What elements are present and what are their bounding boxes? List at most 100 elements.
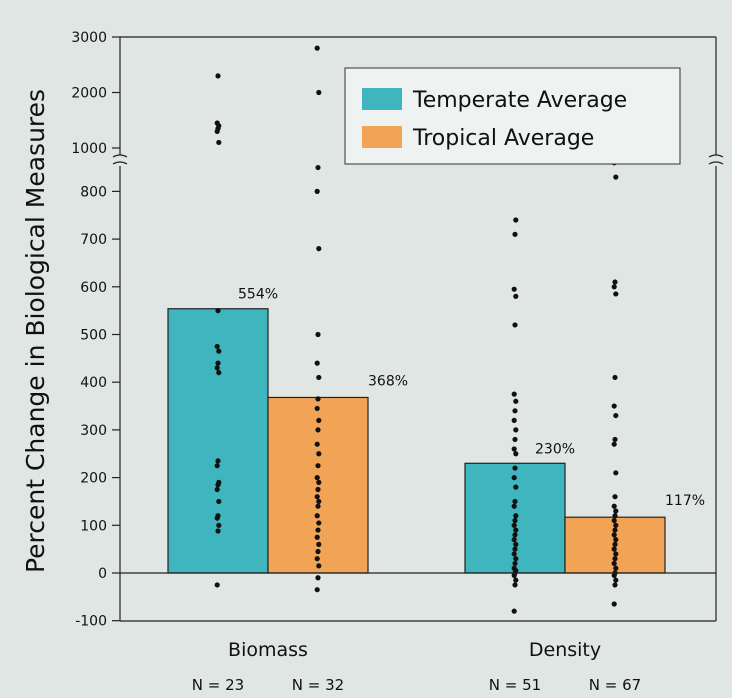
data-point [611, 560, 617, 567]
data-point [613, 291, 619, 297]
y-tick-label: 200 [80, 471, 107, 487]
data-point [612, 582, 618, 588]
data-point [613, 565, 619, 571]
y-tick-label: 3000 [71, 30, 107, 46]
data-point [511, 503, 517, 509]
data-point [613, 522, 619, 528]
data-point [315, 463, 321, 469]
data-point [611, 403, 617, 409]
sample-size-label: N = 23 [192, 676, 244, 694]
y-tick-label: 100 [80, 518, 107, 534]
data-point [511, 551, 517, 557]
y-tick-label: 500 [80, 328, 107, 344]
data-point [214, 582, 220, 588]
data-point [215, 513, 221, 519]
data-point [513, 556, 519, 562]
data-point [316, 498, 322, 505]
data-point [512, 408, 518, 414]
data-point [612, 436, 618, 443]
data-point [216, 479, 222, 485]
data-point [214, 463, 220, 469]
bar-value-label: 230% [535, 441, 575, 457]
data-point [214, 343, 220, 350]
data-point [511, 286, 517, 292]
data-point [315, 548, 321, 555]
data-point [613, 537, 619, 543]
data-point [511, 522, 517, 528]
data-point [511, 446, 517, 452]
data-point [314, 45, 320, 51]
data-point [512, 498, 518, 505]
data-point [513, 541, 519, 547]
data-point [316, 520, 322, 526]
data-point [214, 365, 220, 371]
data-point [216, 522, 222, 528]
y-tick-label: 600 [80, 280, 107, 296]
data-point [314, 475, 320, 481]
data-point [216, 139, 222, 146]
data-point [613, 577, 619, 583]
data-point [314, 556, 320, 562]
data-point [216, 370, 222, 376]
data-point [316, 563, 322, 569]
data-point [611, 532, 617, 538]
data-point [215, 308, 221, 314]
data-point [316, 89, 322, 96]
data-point [613, 412, 619, 419]
data-point [316, 417, 322, 423]
right-axis-break-mark-bottom [708, 161, 724, 165]
data-point [511, 537, 517, 543]
data-point [511, 417, 517, 423]
data-point [512, 322, 518, 328]
sample-size-label: N = 51 [489, 676, 541, 694]
data-point [613, 174, 619, 180]
legend-label: Tropical Average [412, 126, 594, 151]
data-point [513, 217, 519, 223]
data-point [214, 120, 220, 126]
y-tick-label: -100 [75, 614, 107, 630]
data-point [511, 565, 517, 571]
data-point [511, 391, 517, 397]
data-point [612, 279, 618, 285]
data-point [214, 486, 220, 493]
data-point [315, 486, 321, 493]
y-tick-label: 300 [80, 423, 107, 439]
data-point [314, 513, 320, 519]
data-point [315, 427, 321, 433]
data-point [512, 546, 518, 552]
data-point [611, 517, 617, 524]
data-point [316, 374, 322, 381]
data-point [512, 517, 518, 524]
y-tick-label: 400 [80, 375, 107, 391]
data-point [611, 441, 617, 447]
data-point [512, 465, 518, 471]
data-point [315, 164, 321, 171]
data-point [512, 560, 518, 567]
data-point [612, 527, 618, 533]
bar-value-label: 368% [368, 373, 408, 389]
data-point [611, 503, 617, 509]
data-point [513, 527, 519, 533]
data-point [513, 398, 519, 404]
data-point [513, 577, 519, 583]
data-point [512, 436, 518, 443]
data-point [511, 475, 517, 481]
data-point [512, 231, 518, 237]
data-point [314, 494, 320, 500]
sample-size-label: N = 67 [589, 676, 641, 694]
y-tick-label: 1000 [71, 141, 107, 157]
data-point [314, 360, 320, 366]
data-point [512, 582, 518, 588]
data-point [315, 527, 321, 533]
right-axis-break-mark-top [708, 154, 724, 158]
data-point [512, 532, 518, 538]
bar-value-label: 117% [665, 493, 705, 509]
y-axis-label: Percent Change in Biological Measures [21, 89, 50, 573]
data-point [215, 73, 221, 79]
data-point [511, 608, 517, 614]
data-point [315, 503, 321, 509]
legend-swatch [362, 126, 402, 148]
data-point [216, 498, 222, 505]
data-point [314, 587, 320, 593]
data-point [513, 484, 519, 490]
